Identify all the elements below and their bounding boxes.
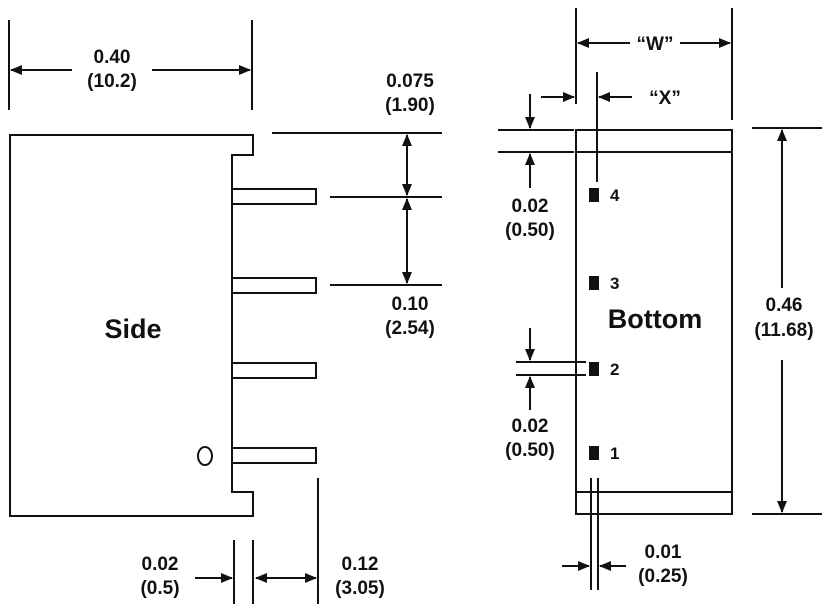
side-pin-3 — [231, 277, 317, 294]
side-pin-4 — [231, 188, 317, 205]
pin-number-4: 4 — [610, 186, 620, 205]
pin-offset-x-label: “X” — [649, 88, 681, 109]
bottom-pin-4 — [589, 188, 599, 202]
side-pin-2 — [231, 362, 317, 379]
bottom-width-dimension-lines — [575, 8, 733, 120]
bottom-pin-2 — [589, 362, 599, 376]
pin-length-inch: 0.12 — [342, 554, 379, 575]
pin-size-inch: 0.02 — [512, 416, 549, 437]
top-offset-inch: 0.075 — [386, 71, 434, 92]
pin-number-3: 3 — [610, 274, 619, 293]
pin-number-1: 1 — [610, 444, 619, 463]
bottom-pin-3 — [589, 276, 599, 290]
side-pins — [231, 188, 317, 464]
pitch-mm: (2.54) — [385, 318, 435, 339]
pin1-marker-circle — [197, 446, 213, 466]
side-view-label: Side — [104, 314, 161, 344]
bottom-height-dimension-lines — [752, 127, 822, 515]
pin-thickness-mm: (0.5) — [140, 578, 179, 599]
bottom-height-mm: (11.68) — [754, 320, 813, 341]
bottom-pin-1 — [589, 446, 599, 460]
side-width-mm: (10.2) — [87, 71, 137, 92]
pin-offset-dimension-lines — [541, 72, 632, 182]
side-pitch-dimension-lines — [272, 132, 442, 286]
pin-width-inch: 0.01 — [645, 542, 682, 563]
upper-band-inch: 0.02 — [512, 196, 549, 217]
pin-length-mm: (3.05) — [335, 578, 385, 599]
side-width-inch: 0.40 — [94, 47, 131, 68]
pitch-inch: 0.10 — [392, 294, 429, 315]
upper-band-mm: (0.50) — [505, 220, 555, 241]
bottom-height-inch: 0.46 — [766, 295, 803, 316]
top-offset-mm: (1.90) — [385, 95, 435, 116]
pin-thickness-inch: 0.02 — [142, 554, 179, 575]
side-view-body — [9, 134, 254, 517]
pin-width-dimension-lines — [562, 478, 626, 590]
side-width-dimension-lines — [8, 20, 253, 110]
pin-size-dimension-lines — [516, 328, 586, 410]
width-w-label: “W” — [637, 34, 674, 55]
upper-band-dimension-lines — [498, 94, 574, 188]
side-pin-1 — [231, 447, 317, 464]
pin-size-mm: (0.50) — [505, 440, 555, 461]
pin-number-2: 2 — [610, 360, 619, 379]
bottom-pins — [589, 188, 599, 460]
pin-width-mm: (0.25) — [638, 566, 688, 587]
side-pin-dimension-lines — [195, 478, 319, 604]
bottom-view-label: Bottom — [608, 304, 702, 334]
bottom-view-body — [575, 129, 733, 515]
